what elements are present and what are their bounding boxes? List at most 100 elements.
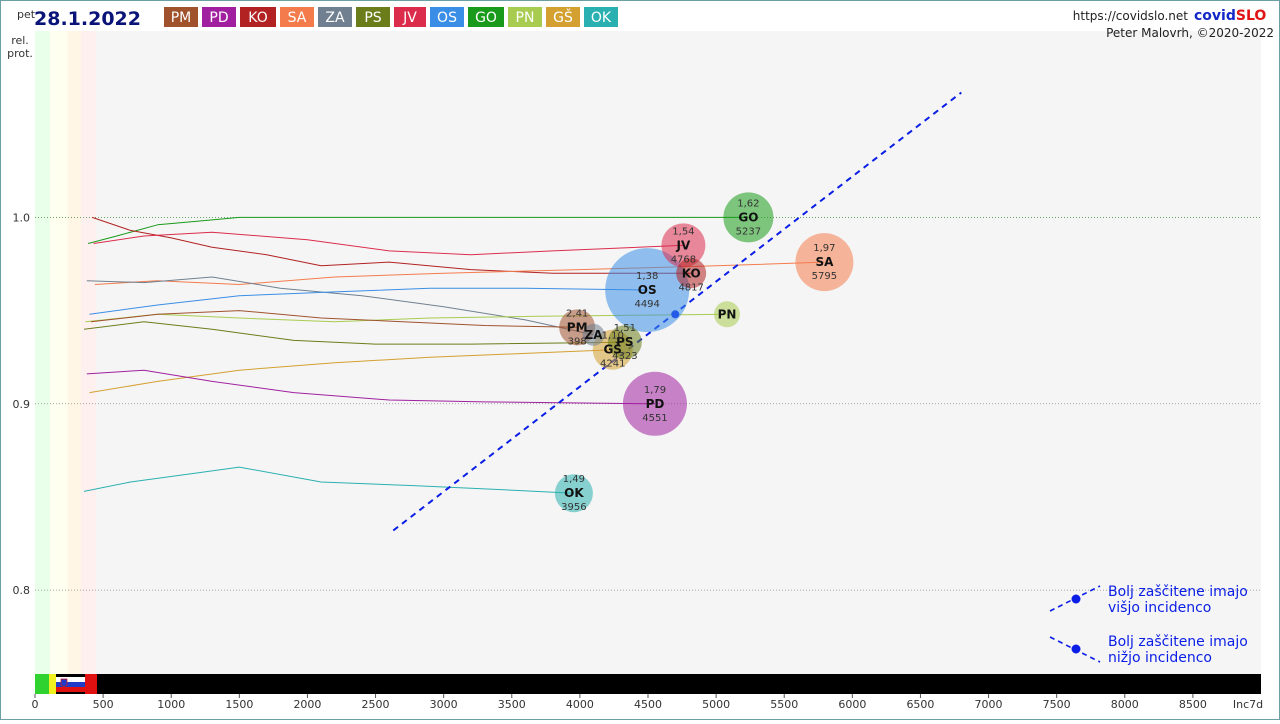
legend-item-ok[interactable]: OK — [584, 7, 618, 27]
bubble-za[interactable] — [582, 323, 605, 346]
legend-note-lower-marker — [1071, 644, 1081, 654]
bubble-label-pm: PM — [567, 320, 588, 334]
y-axis-label-line2: prot. — [7, 47, 33, 60]
bubble-ok[interactable] — [554, 474, 593, 513]
bubble-jv[interactable] — [661, 223, 706, 268]
bubble-os[interactable] — [605, 248, 690, 333]
legend-item-gš[interactable]: GŠ — [546, 7, 580, 27]
bubble-value-ps: 4323 — [612, 351, 637, 362]
trail-os — [89, 287, 648, 315]
legend-note-higher-marker — [1071, 594, 1081, 604]
x-axis-label: Inc7d — [1233, 698, 1263, 711]
bubble-label-go: GO — [738, 210, 758, 224]
bottom-bar — [35, 674, 1261, 694]
legend-item-za[interactable]: ZA — [318, 7, 352, 27]
trail-jv — [93, 231, 685, 256]
bubble-value-jv: 4768 — [671, 254, 696, 265]
bubble-label-gš: GŠ — [603, 342, 622, 357]
trail-ps — [83, 321, 625, 345]
vaccination-band — [49, 31, 68, 674]
trail-ok — [83, 466, 574, 494]
y-axis-ticks: 0.8 0.9 1.0 — [13, 211, 31, 597]
bottom-bar-red — [85, 674, 97, 694]
legend-swatch[interactable] — [430, 7, 464, 27]
x-tick-label: 0 — [32, 698, 39, 711]
source-url[interactable]: https://covidslo.net — [1073, 9, 1189, 23]
legend-swatch[interactable] — [280, 7, 314, 27]
legend-item-sa[interactable]: SA — [280, 7, 314, 27]
brand-main: covid — [1194, 8, 1236, 24]
legend-note-higher: Bolj zaščitene imajo višjo incidenco — [1049, 584, 1248, 616]
legend-swatch[interactable] — [202, 7, 236, 27]
y-tick-label: 1.0 — [13, 211, 31, 224]
legend-swatch[interactable] — [318, 7, 352, 27]
bottom-bar-yellow — [49, 674, 56, 694]
bubble-go[interactable] — [723, 192, 774, 243]
x-tick-label: 3500 — [498, 698, 526, 711]
plot-background — [35, 31, 1261, 674]
bubble-rt-sa: 1,97 — [813, 243, 835, 254]
legend-item-os[interactable]: OS — [430, 7, 464, 27]
legend-item-pn[interactable]: PN — [508, 7, 542, 27]
x-tick-label: 2500 — [362, 698, 390, 711]
slovenia-flag-icon — [56, 677, 85, 692]
trail-gš — [89, 349, 613, 394]
bubble-rt-jv: 1,54 — [672, 226, 694, 237]
legend-label: PM — [171, 10, 192, 26]
legend-label: PN — [516, 10, 535, 26]
bubble-rt-pm: 2,41 — [566, 308, 588, 319]
legend-note-lower-line2: nižjo incidenco — [1108, 650, 1212, 666]
bubble-value-go: 5237 — [736, 226, 761, 237]
bubble-rt-os: 1,38 — [636, 271, 658, 282]
bubble-rt-ok: 1,49 — [563, 474, 585, 485]
bubble-value-ko: 4817 — [678, 282, 703, 293]
bubble-value-os: 4494 — [634, 299, 659, 310]
legend-item-ko[interactable]: KO — [240, 7, 276, 27]
bubble-value-sa: 5795 — [812, 271, 837, 282]
bubble-sa[interactable] — [795, 233, 854, 292]
bubble-ps[interactable] — [607, 325, 642, 360]
bubble-value-gš: 4241 — [600, 359, 625, 370]
bubble-label-ps: PS — [616, 335, 633, 349]
legend-label: GŠ — [553, 8, 573, 26]
x-tick-label: 7500 — [1043, 698, 1071, 711]
vaccination-band — [35, 31, 50, 674]
brand-logo: covidSLO — [1194, 8, 1266, 24]
region-legend: PM PD KO SA ZA PS JV OS GO PN GŠ OK — [164, 7, 618, 27]
x-tick-label: 4000 — [566, 698, 594, 711]
legend-label: JV — [402, 10, 417, 26]
legend-item-go[interactable]: GO — [468, 7, 504, 27]
bubble-pn[interactable] — [714, 301, 741, 328]
legend-item-pd[interactable]: PD — [202, 7, 236, 27]
day-label: pet — [17, 8, 36, 21]
legend-note-lower-line1: Bolj zaščitene imajo — [1108, 634, 1248, 650]
x-tick-label: 1500 — [225, 698, 253, 711]
bubble-ko[interactable] — [676, 258, 707, 289]
bubble-pd[interactable] — [622, 371, 687, 436]
legend-label: SA — [288, 10, 307, 26]
bubble-label-pn: PN — [718, 307, 737, 321]
legend-item-pm[interactable]: PM — [164, 7, 198, 27]
bubble-label-os: OS — [638, 283, 657, 297]
legend-item-ps[interactable]: PS — [356, 7, 390, 27]
y-tick-label: 0.8 — [13, 584, 31, 597]
legend-label: ZA — [325, 10, 345, 26]
vaccination-band — [81, 31, 97, 674]
vaccination-bands — [35, 31, 97, 674]
regression-line — [392, 91, 962, 532]
bubble-label-pd: PD — [646, 397, 665, 411]
legend-swatch[interactable] — [468, 7, 504, 27]
legend-swatch[interactable] — [356, 7, 390, 27]
legend-swatch[interactable] — [394, 7, 426, 27]
legend-swatch[interactable] — [240, 7, 276, 27]
brand-accent: SLO — [1236, 8, 1267, 24]
x-tick-label: 5000 — [702, 698, 730, 711]
legend-swatch[interactable] — [584, 7, 618, 27]
legend-swatch[interactable] — [164, 7, 198, 27]
author-credit: Peter Malovrh, ©2020-2022 — [1106, 26, 1274, 40]
legend-swatch[interactable] — [508, 7, 542, 27]
trail-pd — [86, 369, 655, 405]
legend-swatch[interactable] — [546, 7, 580, 27]
legend-item-jv[interactable]: JV — [394, 7, 426, 27]
